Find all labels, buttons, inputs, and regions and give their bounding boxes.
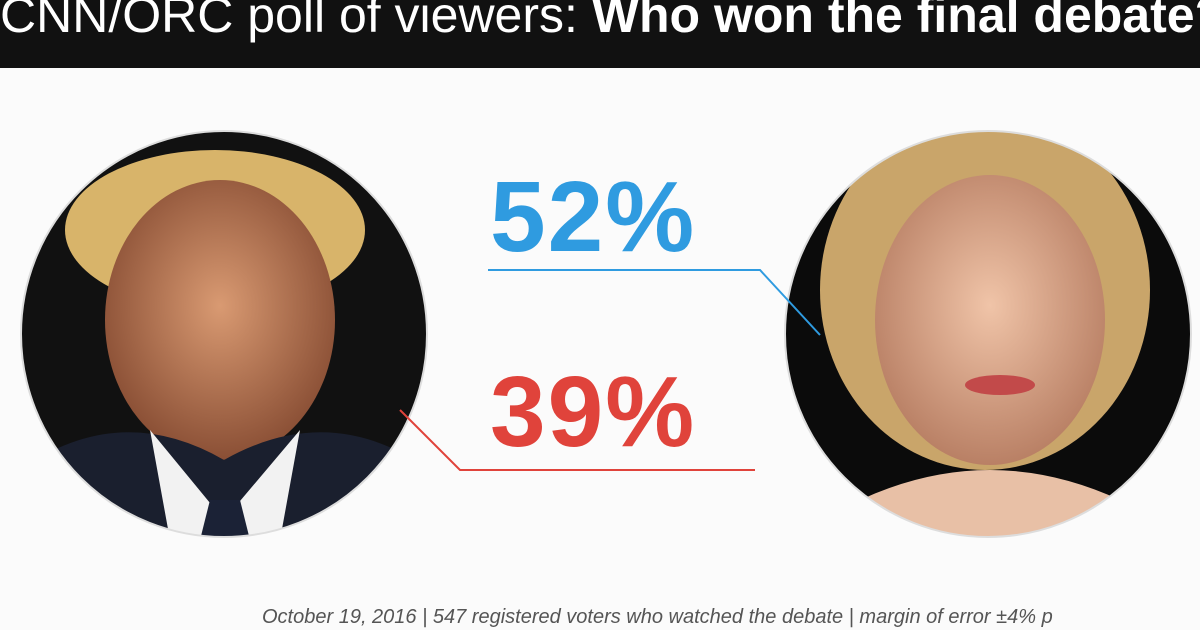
- result-percent: 52%: [490, 161, 697, 273]
- blue-connector: [488, 269, 821, 336]
- header-bar: CNN/ORC poll of viewers: Who won the fin…: [0, 0, 1200, 68]
- red-connector: [399, 409, 755, 471]
- title-question: Who won the final debate?: [591, 0, 1200, 43]
- title-lead: CNN/ORC poll of viewers:: [0, 0, 578, 43]
- result-percent: 39%: [490, 356, 697, 468]
- footnote: October 19, 2016 | 547 registered voters…: [262, 606, 1053, 628]
- title: CNN/ORC poll of viewers: Who won the fin…: [0, 0, 1200, 44]
- right-portrait: [785, 131, 1191, 537]
- left-portrait: [21, 131, 427, 537]
